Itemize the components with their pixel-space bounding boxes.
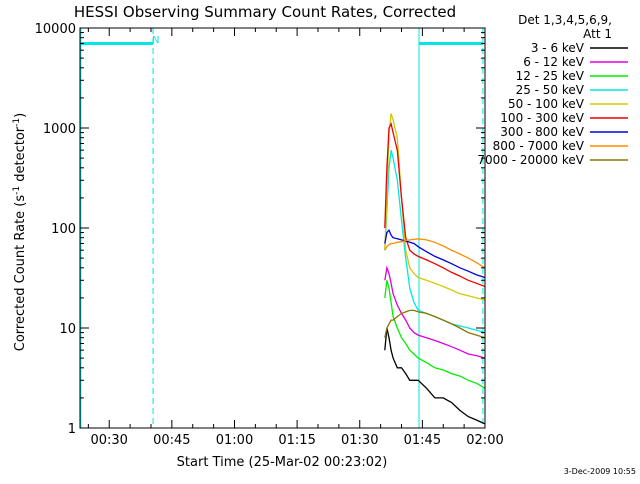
y-tick-label: 10000 [35,22,76,37]
x-tick-label: 01:45 [404,433,441,448]
series-line-7 [384,238,486,269]
series-line-6 [384,228,486,279]
series-line-5 [384,122,486,288]
legend-header-line-2: Att 1 [583,27,612,41]
legend-label-1: 6 - 12 keV [523,55,585,69]
series-line-8 [384,309,486,339]
legend-label-3: 25 - 50 keV [516,83,585,97]
series-line-3 [384,150,486,334]
chart-title: HESSI Observing Summary Count Rates, Cor… [74,3,456,21]
y-tick-label: 1 [68,422,76,437]
generation-timestamp: 3-Dec-2009 10:55 [564,467,636,476]
legend-label-0: 3 - 6 keV [531,41,585,55]
x-tick-label: 01:00 [216,433,253,448]
legend-label-7: 800 - 7000 keV [493,139,585,153]
y-axis: 1 10 100 1000 10000 [35,22,485,437]
x-tick-label: 01:15 [278,433,315,448]
x-axis: 00:30 00:45 01:00 01:15 01:30 01:45 02:00 [87,28,504,448]
legend-label-6: 300 - 800 keV [500,125,584,139]
x-tick-label: 02:00 [466,433,503,448]
x-tick-label: 00:30 [90,433,127,448]
series-line-1 [384,265,486,359]
legend-label-2: 12 - 25 keV [516,69,585,83]
legend-header-line-1: Det 1,3,4,5,6,9, [518,13,612,27]
legend-label-8: 7000 - 20000 keV [477,153,584,167]
series-layer [384,113,486,425]
y-axis-label: Corrected Count Rate (s-1 detector-1) [12,113,28,351]
series-line-4 [384,113,486,301]
x-tick-label: 00:45 [153,433,190,448]
x-tick-label: 01:30 [341,433,378,448]
legend-label-4: 50 - 100 keV [508,97,585,111]
night-marker-label: N [152,35,159,46]
y-tick-label: 100 [51,222,76,237]
series-line-0 [384,327,486,425]
legend-label-5: 100 - 300 keV [500,111,584,125]
y-tick-label: 10 [59,322,76,337]
y-tick-label: 1000 [43,122,76,137]
x-axis-label: Start Time (25-Mar-02 00:23:02) [177,455,388,470]
series-line-2 [384,280,486,389]
